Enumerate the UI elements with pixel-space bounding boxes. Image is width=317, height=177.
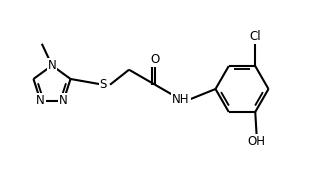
Text: N: N bbox=[48, 59, 56, 72]
Text: N: N bbox=[36, 94, 45, 107]
Text: OH: OH bbox=[248, 135, 266, 148]
Text: N: N bbox=[59, 94, 68, 107]
Text: NH: NH bbox=[172, 93, 190, 106]
Text: Cl: Cl bbox=[249, 30, 261, 43]
Text: O: O bbox=[150, 53, 160, 66]
Text: S: S bbox=[99, 78, 107, 91]
